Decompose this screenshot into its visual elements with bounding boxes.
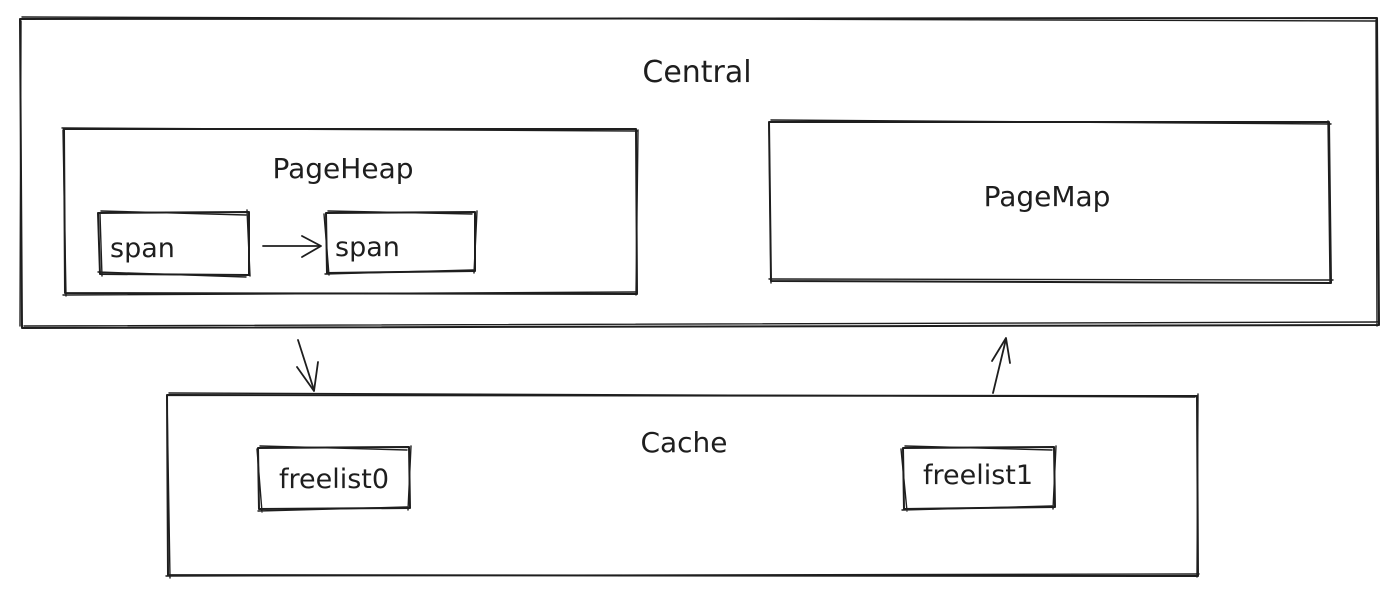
central-to-cache-arrow [296,339,319,392]
central-label: Central [642,55,751,90]
cache-to-page-map-arrow [991,337,1011,394]
freelist-box-1: freelist1 [900,445,1057,512]
central-box: Central [19,16,1380,329]
span-label-2: span [335,232,400,263]
page-heap-label: PageHeap [273,152,414,185]
freelist-label-1: freelist1 [923,460,1033,491]
freelist-box-0: freelist0 [256,445,412,513]
span-link-arrow [262,235,322,258]
span-box-2: span [323,210,478,276]
page-heap-box: PageHeap [61,127,639,297]
cache-box: Cache [165,392,1200,579]
page-map-label: PageMap [984,180,1111,213]
span-box-1: span [97,209,251,278]
span-label-1: span [110,233,175,264]
cache-label: Cache [640,426,727,459]
page-map-box: PageMap [768,119,1334,284]
freelist-label-0: freelist0 [279,464,389,495]
